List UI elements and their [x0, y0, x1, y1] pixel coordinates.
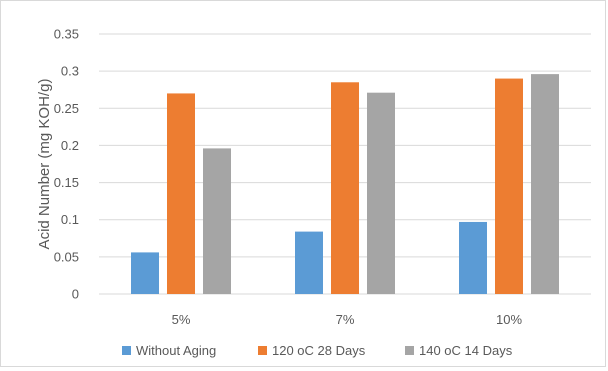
y-tick-label: 0.15 — [54, 175, 79, 190]
y-tick-label: 0.25 — [54, 101, 79, 116]
bar — [295, 231, 323, 294]
bar — [203, 148, 231, 294]
legend: Without Aging 120 oC 28 Days 140 oC 14 Day… — [122, 343, 513, 358]
bar — [531, 74, 559, 294]
y-axis-title: Acid Number (mg KOH/g) — [36, 79, 53, 250]
bar — [167, 93, 195, 294]
y-axis-ticks: 0 0.05 0.1 0.15 0.2 0.25 0.3 0.35 — [54, 27, 79, 302]
legend-label: 140 oC 14 Days — [419, 343, 513, 358]
y-tick-label: 0.05 — [54, 249, 79, 264]
y-tick-label: 0.3 — [61, 64, 79, 79]
y-tick-label: 0.35 — [54, 27, 79, 42]
bar — [131, 252, 159, 294]
x-tick-label: 10% — [496, 312, 522, 327]
legend-item: 140 oC 14 Days — [405, 343, 513, 358]
x-tick-label: 5% — [172, 312, 191, 327]
legend-swatch — [122, 346, 131, 355]
y-tick-label: 0.1 — [61, 212, 79, 227]
y-tick-label: 0.2 — [61, 138, 79, 153]
legend-label: Without Aging — [136, 343, 216, 358]
bars — [131, 74, 559, 295]
x-axis-ticks: 5% 7% 10% — [172, 312, 523, 327]
bar-chart: 0 0.05 0.1 0.15 0.2 0.25 0.3 0.35 5% 7% 10% Acid … — [36, 27, 591, 358]
bar — [367, 92, 395, 294]
x-tick-label: 7% — [336, 312, 355, 327]
legend-swatch — [405, 346, 414, 355]
bar — [459, 221, 487, 294]
bar — [495, 78, 523, 294]
legend-swatch — [258, 346, 267, 355]
y-tick-label: 0 — [72, 287, 79, 302]
legend-item: 120 oC 28 Days — [258, 343, 366, 358]
legend-label: 120 oC 28 Days — [272, 343, 366, 358]
bar — [331, 82, 359, 295]
legend-item: Without Aging — [122, 343, 216, 358]
